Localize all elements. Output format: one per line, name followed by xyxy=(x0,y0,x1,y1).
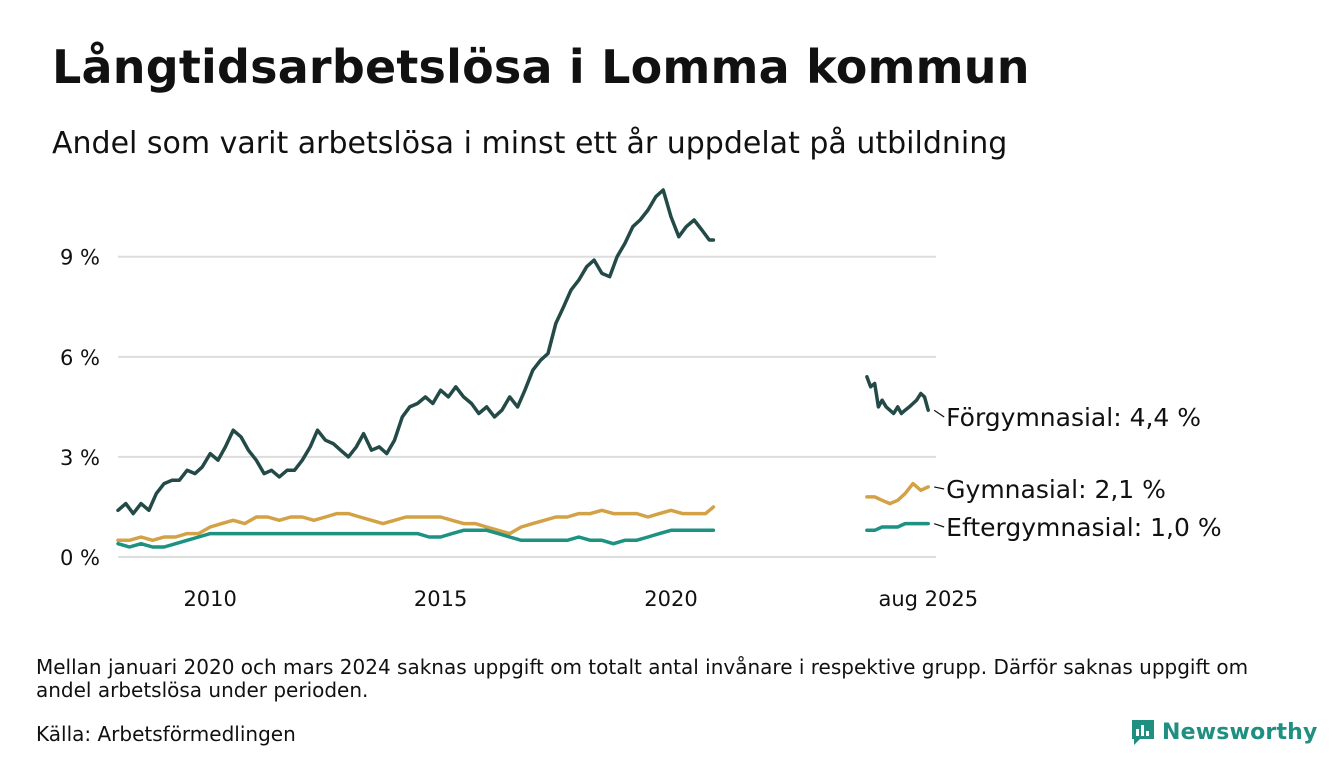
series-line-eftergymnasial xyxy=(116,528,716,549)
chart-subtitle: Andel som varit arbetslösa i minst ett å… xyxy=(52,126,1008,161)
end-label-förgymnasial: Förgymnasial: 4,4 % xyxy=(946,403,1201,432)
end-label-leader xyxy=(933,523,945,528)
end-label-gymnasial: Gymnasial: 2,1 % xyxy=(946,475,1166,504)
y-tick-label: 3 % xyxy=(60,446,100,470)
newsworthy-logo-icon xyxy=(1132,720,1154,745)
y-tick-label: 9 % xyxy=(60,246,100,270)
x-tick-label: 2010 xyxy=(183,587,236,611)
end-label-leader xyxy=(933,409,945,418)
series-line-gymnasial xyxy=(865,481,930,506)
newsworthy-logo[interactable]: Newsworthy xyxy=(1130,718,1318,746)
series-line-eftergymnasial xyxy=(865,521,930,533)
x-tick-label: 2020 xyxy=(644,587,697,611)
y-tick-label: 6 % xyxy=(60,346,100,370)
x-tick-label: aug 2025 xyxy=(878,587,978,611)
source-text: Källa: Arbetsförmedlingen xyxy=(36,722,296,746)
end-label-leader xyxy=(934,486,945,490)
y-tick-label: 0 % xyxy=(60,546,100,570)
end-label-eftergymnasial: Eftergymnasial: 1,0 % xyxy=(946,513,1221,542)
footnote: Mellan januari 2020 och mars 2024 saknas… xyxy=(36,655,1249,702)
brand-name: Newsworthy xyxy=(1162,719,1318,745)
series-line-gymnasial xyxy=(116,505,716,543)
x-tick-label: 2015 xyxy=(414,587,467,611)
series-line-förgymnasial xyxy=(116,188,716,516)
line-chart: 0 % 3 % 6 % 9 % 2010 2015 2020 aug 2025 Förgymna… xyxy=(60,188,1222,611)
chart-title: Långtidsarbetslösa i Lomma kommun xyxy=(52,40,1030,94)
series-line-förgymnasial xyxy=(865,375,930,416)
